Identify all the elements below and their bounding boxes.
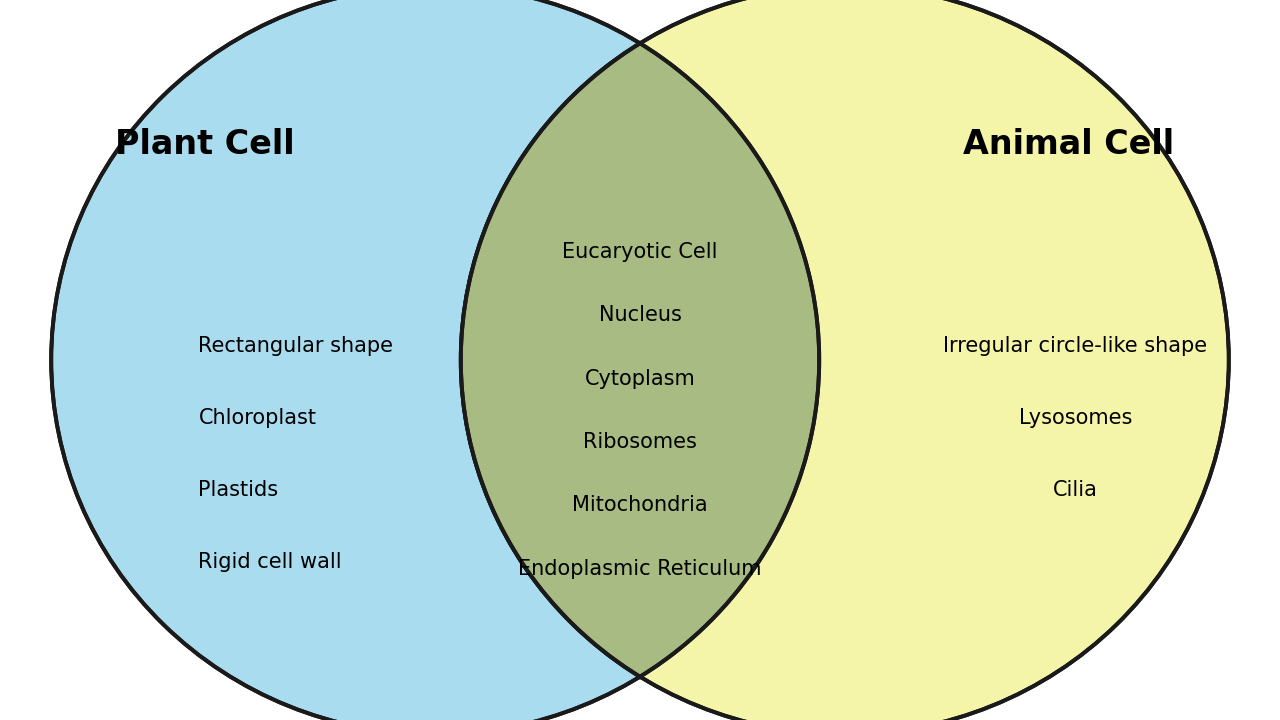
- Text: Eucaryotic Cell: Eucaryotic Cell: [562, 242, 718, 262]
- Text: Irregular circle-like shape: Irregular circle-like shape: [943, 336, 1207, 356]
- Ellipse shape: [51, 0, 819, 720]
- Text: Mitochondria: Mitochondria: [572, 495, 708, 516]
- Text: Chloroplast: Chloroplast: [198, 408, 316, 428]
- Text: Rectangular shape: Rectangular shape: [198, 336, 393, 356]
- Text: Plant Cell: Plant Cell: [115, 127, 294, 161]
- Text: Plastids: Plastids: [198, 480, 279, 500]
- Text: Animal Cell: Animal Cell: [964, 127, 1174, 161]
- Polygon shape: [461, 43, 819, 677]
- Text: Endoplasmic Reticulum: Endoplasmic Reticulum: [518, 559, 762, 579]
- Text: Lysosomes: Lysosomes: [1019, 408, 1132, 428]
- Text: Cilia: Cilia: [1052, 480, 1098, 500]
- Text: Nucleus: Nucleus: [599, 305, 681, 325]
- Text: Rigid cell wall: Rigid cell wall: [198, 552, 342, 572]
- Text: Cytoplasm: Cytoplasm: [585, 369, 695, 389]
- Ellipse shape: [461, 0, 1229, 720]
- Text: Ribosomes: Ribosomes: [584, 432, 696, 452]
